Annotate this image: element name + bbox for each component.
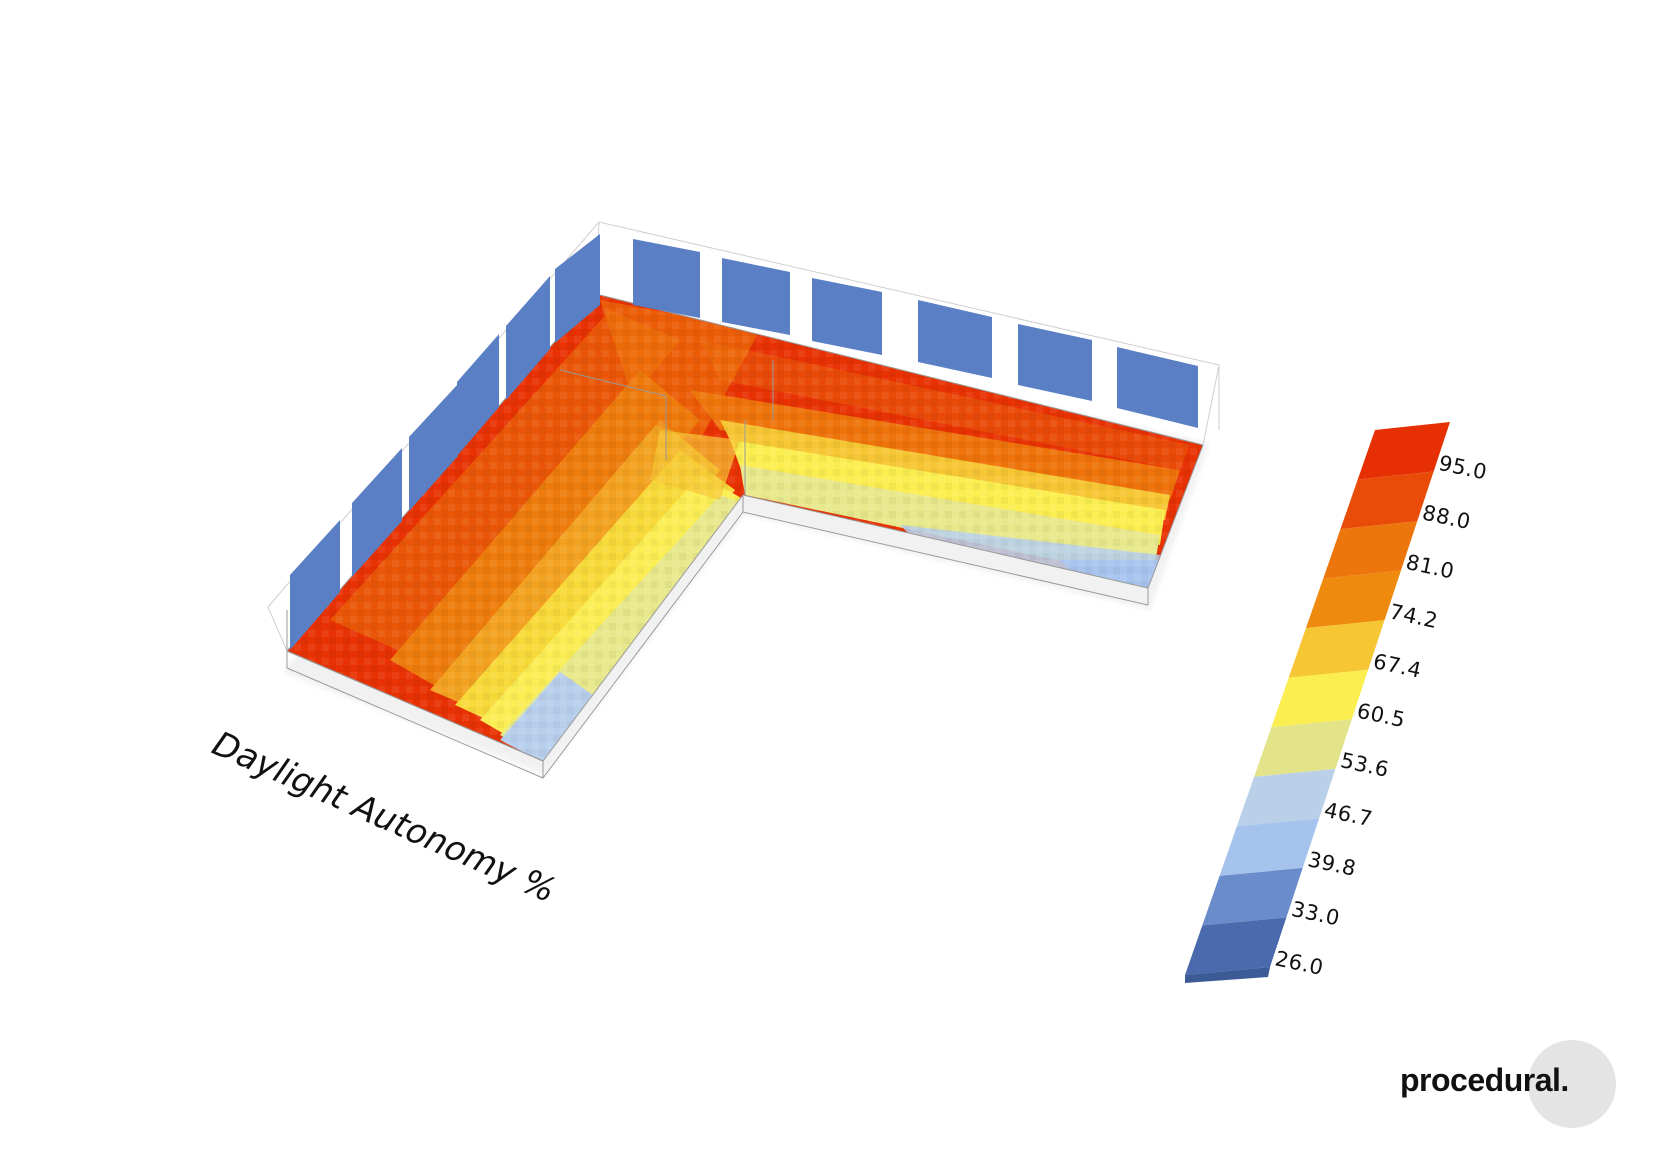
window-panel [918, 300, 992, 378]
window-panel [457, 334, 499, 456]
window-panel [1117, 347, 1198, 428]
legend-tick-label: 39.8 [1306, 847, 1359, 881]
window-panel [812, 278, 882, 355]
legend-bin [1340, 471, 1434, 530]
window-panel [633, 239, 700, 318]
window-panel [1018, 324, 1092, 401]
window-panel [506, 276, 550, 400]
legend-tick-label: 88.0 [1420, 501, 1473, 535]
legend-tick-label: 67.4 [1371, 649, 1424, 683]
legend-tick-label: 81.0 [1404, 550, 1457, 584]
legend-bin [1236, 768, 1336, 827]
legend-tick-label: 33.0 [1289, 897, 1342, 931]
legend-tick-label: 60.5 [1355, 699, 1408, 733]
legend-bin [1185, 917, 1287, 975]
legend-tick-label: 74.2 [1388, 600, 1441, 634]
legend-tick-label: 26.0 [1273, 946, 1326, 980]
brand-disc [1528, 1040, 1616, 1128]
window-panel [352, 448, 402, 577]
legend-bin [1357, 422, 1450, 480]
legend-colorbar [1185, 422, 1450, 983]
legend-bin [1305, 570, 1401, 629]
window-panel [409, 384, 458, 511]
window-panel [290, 520, 340, 650]
legend-bin [1202, 867, 1303, 926]
legend-tick-label: 95.0 [1437, 451, 1490, 485]
legend-tick-label: 46.7 [1322, 798, 1375, 832]
legend-labels: 95.0 88.0 81.0 74.2 67.4 60.5 53.6 46.7 39.8 33.0… [1273, 451, 1489, 980]
legend-tick-label: 53.6 [1338, 748, 1391, 782]
window-panel [555, 234, 600, 343]
window-group [290, 234, 1198, 650]
legend-bin [1254, 719, 1352, 777]
window-panel [722, 258, 790, 335]
brand-logo: procedural. [1400, 1062, 1569, 1098]
legend-bin [1271, 669, 1369, 728]
legend-bin [1219, 818, 1320, 876]
legend-bar-edge [1185, 967, 1270, 983]
legend-bin [1288, 620, 1385, 678]
legend-bin [1323, 521, 1418, 579]
